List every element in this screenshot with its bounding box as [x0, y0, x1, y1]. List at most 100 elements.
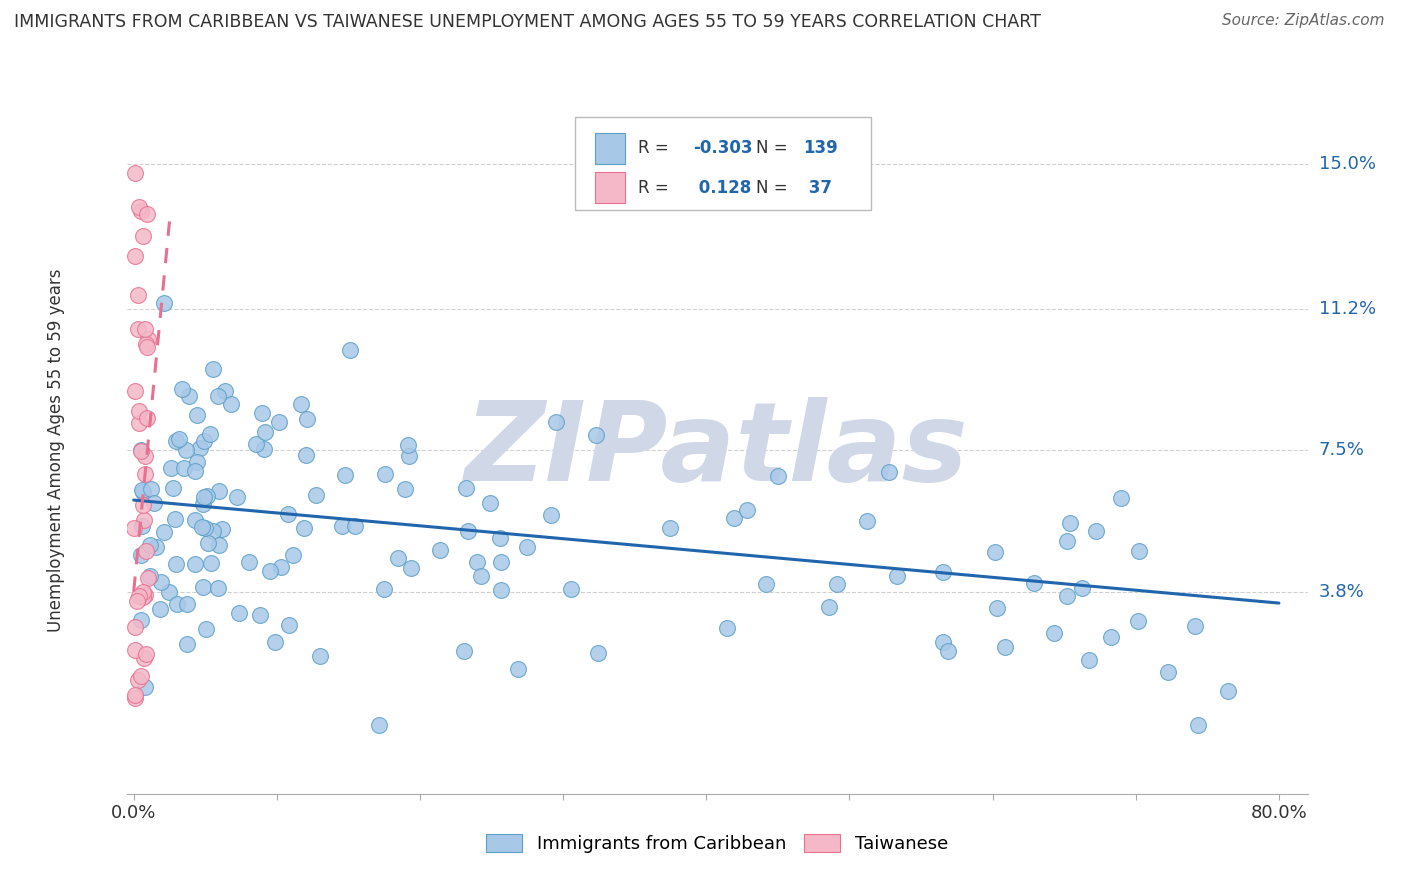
Point	[245, 437, 267, 451]
Point	[309, 648, 332, 663]
Point	[214, 384, 236, 399]
Point	[150, 574, 173, 589]
Point	[931, 635, 953, 649]
Point	[1099, 630, 1122, 644]
Point	[546, 415, 568, 429]
Point	[259, 564, 281, 578]
Point	[143, 496, 166, 510]
Point	[135, 647, 157, 661]
Point	[238, 556, 260, 570]
Point	[1059, 516, 1081, 530]
Point	[127, 593, 149, 607]
Point	[176, 637, 198, 651]
Point	[1078, 653, 1101, 667]
Text: Unemployment Among Ages 55 to 59 years: Unemployment Among Ages 55 to 59 years	[46, 268, 65, 632]
Point	[128, 200, 150, 214]
Point	[936, 644, 959, 658]
Point	[132, 498, 155, 512]
Text: 0.128: 0.128	[693, 178, 752, 197]
Point	[252, 406, 274, 420]
Point	[124, 521, 146, 535]
Point	[1084, 524, 1107, 538]
Point	[132, 584, 155, 599]
Point	[219, 397, 242, 411]
Point	[984, 544, 1007, 558]
Point	[856, 515, 879, 529]
Point	[295, 412, 318, 426]
Point	[1056, 534, 1078, 549]
Point	[188, 441, 211, 455]
Point	[343, 518, 366, 533]
Point	[131, 444, 153, 458]
Point	[134, 322, 156, 336]
Point	[465, 556, 488, 570]
Point	[134, 588, 156, 602]
Point	[139, 538, 162, 552]
Point	[124, 384, 146, 398]
Point	[131, 590, 153, 604]
Point	[127, 673, 149, 687]
Point	[207, 388, 229, 402]
Point	[1128, 543, 1150, 558]
Point	[1056, 589, 1078, 603]
Text: ZIPatlas: ZIPatlas	[465, 397, 969, 504]
Point	[163, 512, 186, 526]
Point	[145, 540, 167, 554]
Point	[159, 585, 181, 599]
Point	[398, 449, 420, 463]
Point	[540, 508, 562, 522]
Point	[879, 466, 901, 480]
Text: N =: N =	[756, 178, 793, 197]
Point	[129, 548, 152, 562]
Point	[134, 512, 156, 526]
Point	[167, 432, 190, 446]
Point	[225, 490, 247, 504]
Point	[886, 568, 908, 582]
Point	[191, 520, 214, 534]
Point	[136, 207, 159, 221]
Point	[165, 434, 187, 448]
Point	[200, 556, 222, 570]
Point	[506, 662, 529, 676]
Point	[197, 536, 219, 550]
Point	[149, 602, 172, 616]
Point	[986, 601, 1008, 615]
Point	[191, 497, 214, 511]
Point	[735, 502, 758, 516]
Point	[387, 551, 409, 566]
Point	[136, 340, 159, 354]
Point	[184, 464, 207, 478]
Point	[127, 322, 149, 336]
Point	[755, 576, 778, 591]
Point	[264, 635, 287, 649]
Point	[193, 434, 215, 449]
Point	[128, 404, 150, 418]
Point	[1111, 491, 1133, 505]
Point	[277, 507, 299, 521]
Point	[162, 482, 184, 496]
Text: 7.5%: 7.5%	[1319, 442, 1365, 459]
Point	[207, 581, 229, 595]
Point	[932, 565, 955, 579]
FancyBboxPatch shape	[575, 118, 870, 211]
Point	[129, 203, 152, 218]
Point	[269, 415, 291, 429]
Point	[817, 600, 839, 615]
Point	[373, 582, 395, 596]
Point	[211, 522, 233, 536]
Point	[1187, 718, 1209, 732]
Point	[270, 560, 292, 574]
Point	[249, 608, 271, 623]
Point	[825, 577, 848, 591]
Point	[374, 467, 396, 481]
Point	[1216, 684, 1239, 698]
Point	[194, 521, 217, 535]
Point	[184, 557, 207, 571]
Point	[281, 548, 304, 562]
Point	[186, 408, 208, 422]
Point	[193, 490, 215, 504]
Text: 15.0%: 15.0%	[1319, 155, 1375, 173]
Point	[176, 598, 198, 612]
Point	[134, 681, 156, 695]
Point	[330, 518, 353, 533]
